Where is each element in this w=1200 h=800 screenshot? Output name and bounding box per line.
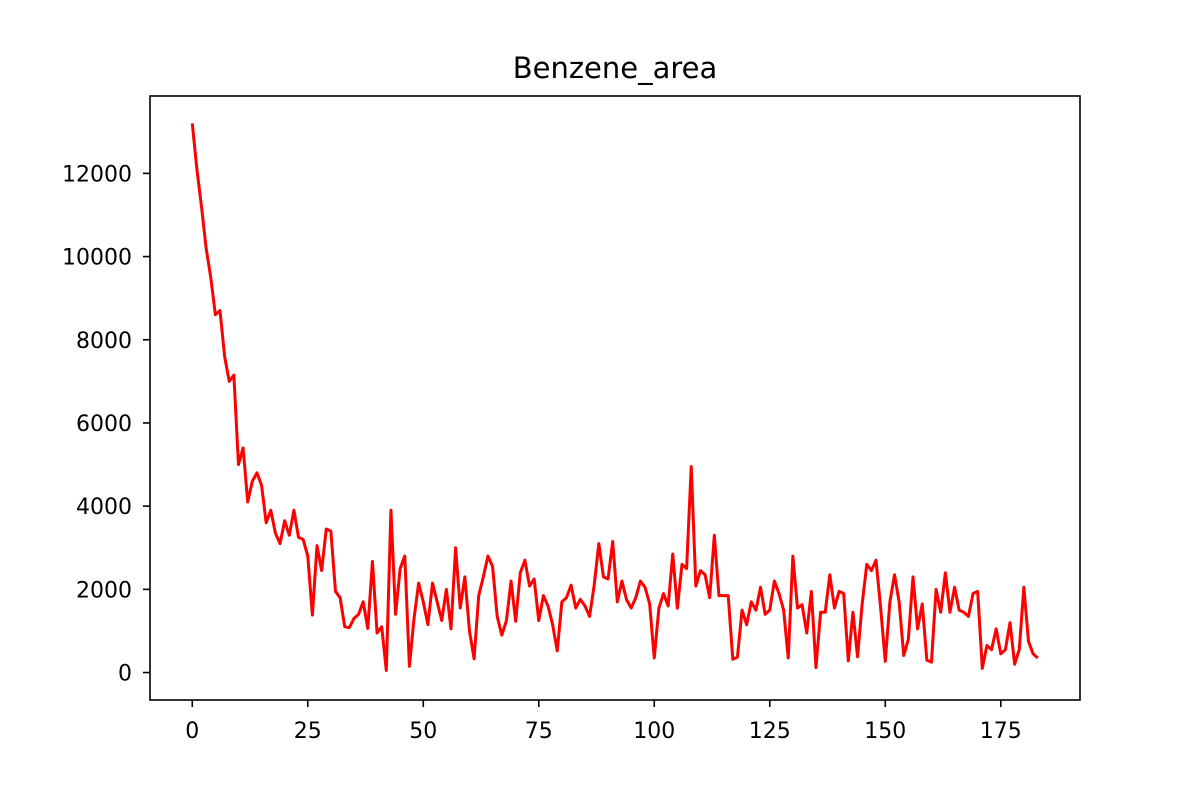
plot-area: 0 25 50 75 100 125 150 175 0 2000 4000 6000 8000 1000…: [62, 95, 1081, 744]
y-tick-label: 10000: [62, 246, 132, 271]
y-tick-label: 6000: [76, 412, 132, 437]
x-tick-label: 75: [525, 719, 553, 744]
y-tick-label: 12000: [62, 162, 132, 187]
y-tick-label: 8000: [76, 329, 132, 354]
x-tick-label: 50: [409, 719, 437, 744]
x-tick-label: 175: [980, 719, 1022, 744]
x-tick-label: 100: [633, 719, 675, 744]
x-tick-label: 125: [749, 719, 791, 744]
y-tick-label: 4000: [76, 495, 132, 520]
x-tick-label: 0: [185, 719, 199, 744]
x-tick-label: 150: [864, 719, 906, 744]
y-tick-label: 0: [118, 662, 132, 687]
x-tick-label: 25: [294, 719, 322, 744]
chart-title: Benzene_area: [513, 51, 718, 85]
y-tick-label: 2000: [76, 578, 132, 603]
axes-frame: [149, 95, 1081, 701]
series-line-0: [190, 123, 1039, 672]
